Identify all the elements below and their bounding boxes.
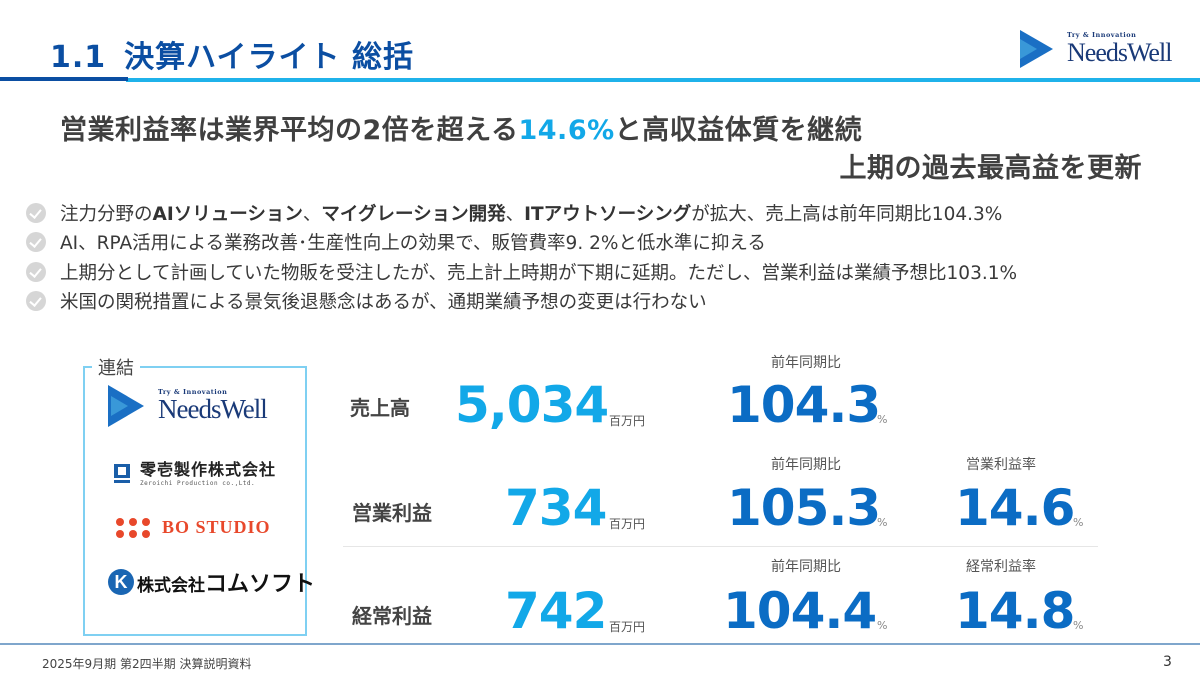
- zeroichi-square-icon: [114, 464, 130, 484]
- pct-unit: %: [877, 619, 888, 632]
- zeroichi-subname: Zeroichi Production co.,Ltd.: [140, 480, 256, 487]
- check-circle-icon: [26, 261, 46, 282]
- kpi-unit: 百万円: [609, 414, 646, 428]
- kpi-value-ordinary-profit: 742: [505, 582, 607, 640]
- kpi-label-ordinary-profit: 経常利益: [352, 604, 432, 628]
- needswell-logo: Try & Innovation NeedsWell: [108, 385, 268, 427]
- check-circle-icon: [26, 232, 46, 253]
- kpi-unit: 百万円: [609, 517, 646, 531]
- pct-unit: %: [877, 413, 888, 426]
- kpi-value-sales: 5,034: [455, 376, 609, 434]
- consolidated-companies-box: [83, 366, 307, 636]
- margin-value-ordinary: 14.8: [955, 582, 1075, 640]
- logo-tagline: Try & Innovation: [1067, 31, 1137, 40]
- footer-divider: [0, 643, 1200, 645]
- bullet-list: 注力分野のAIソリューション、マイグレーション開発、ITアウトソーシングが拡大、…: [24, 198, 1194, 316]
- kpi-label-operating-profit: 営業利益: [352, 501, 432, 525]
- play-triangle-icon: [108, 385, 144, 427]
- kpi-unit: 百万円: [609, 620, 646, 634]
- yoy-value-sales: 104.3: [727, 376, 881, 434]
- consolidated-label: 連結: [92, 354, 140, 380]
- logo-name: NeedsWell: [158, 394, 268, 425]
- margin-label: 営業利益率: [966, 457, 1036, 473]
- kpi-divider: [343, 546, 1098, 547]
- company-logo: Try & Innovation NeedsWell: [1020, 30, 1172, 68]
- bullet-text: 注力分野のAIソリューション、マイグレーション開発、ITアウトソーシングが拡大、…: [60, 203, 1003, 225]
- margin-value-operating: 14.6: [955, 479, 1075, 537]
- bullet-item: 注力分野のAIソリューション、マイグレーション開発、ITアウトソーシングが拡大、…: [24, 198, 1194, 228]
- yoy-label: 前年同期比: [771, 559, 841, 575]
- kpi-value-operating-profit: 734: [505, 479, 607, 537]
- logo-tagline: Try & Innovation: [158, 387, 228, 396]
- yoy-value-ordinary-profit: 104.4: [723, 582, 877, 640]
- header-underline-accent: [126, 78, 1200, 82]
- check-circle-icon: [26, 202, 46, 223]
- bullet-text: 米国の関税措置による景気後退懸念はあるが、通期業績予想の変更は行わない: [60, 292, 707, 314]
- dots-grid-icon: [116, 517, 150, 538]
- headline-text: 営業利益率は業界平均の2倍を超える: [60, 115, 519, 146]
- footer-document-title: 2025年9月期 第2四半期 決算説明資料: [42, 657, 252, 671]
- yoy-value-operating-profit: 105.3: [727, 479, 881, 537]
- bullet-item: AI、RPA活用による業務改善･生産性向上の効果で、販管費率9. 2%と低水準に…: [24, 228, 1194, 258]
- check-circle-icon: [26, 291, 46, 312]
- margin-label: 経常利益率: [966, 559, 1036, 575]
- k-emblem-icon: K: [108, 569, 134, 595]
- headline-line-1: 営業利益率は業界平均の2倍を超える14.6%と高収益体質を継続: [60, 108, 862, 147]
- section-title: 決算ハイライト 総括: [124, 40, 415, 75]
- bo-studio-name: BO STUDIO: [162, 517, 271, 537]
- comsoft-logo: K 株式会社コムソフト: [108, 566, 315, 598]
- pct-unit: %: [1073, 516, 1084, 529]
- headline-highlight: 14.6%: [518, 115, 615, 146]
- bullet-text: 上期分として計画していた物販を受注したが、売上計上時期が下期に延期。ただし、営業…: [60, 262, 1018, 284]
- bo-studio-logo: BO STUDIO: [116, 517, 271, 538]
- page-title: 1.1 決算ハイライト 総括: [50, 32, 414, 76]
- section-number: 1.1: [50, 40, 107, 75]
- kpi-label-sales: 売上高: [350, 396, 410, 420]
- headline-text: と高収益体質を継続: [614, 115, 863, 146]
- headline-line-2: 上期の過去最高益を更新: [839, 153, 1142, 184]
- yoy-label: 前年同期比: [771, 457, 841, 473]
- pct-unit: %: [1073, 619, 1084, 632]
- pct-unit: %: [877, 516, 888, 529]
- play-triangle-icon: [1020, 30, 1053, 68]
- zeroichi-logo: 零壱製作株式会社 Zeroichi Production co.,Ltd.: [114, 462, 276, 487]
- logo-name: NeedsWell: [1067, 37, 1172, 67]
- header-underline-dark: [0, 77, 128, 81]
- zeroichi-name: 零壱製作株式会社: [140, 460, 277, 479]
- comsoft-name: 株式会社コムソフト: [137, 572, 316, 597]
- page-number: 3: [1163, 654, 1172, 670]
- bullet-item: 米国の関税措置による景気後退懸念はあるが、通期業績予想の変更は行わない: [24, 287, 1194, 317]
- bullet-item: 上期分として計画していた物販を受注したが、売上計上時期が下期に延期。ただし、営業…: [24, 257, 1194, 287]
- bullet-text: AI、RPA活用による業務改善･生産性向上の効果で、販管費率9. 2%と低水準に…: [60, 233, 766, 255]
- yoy-label: 前年同期比: [771, 355, 841, 371]
